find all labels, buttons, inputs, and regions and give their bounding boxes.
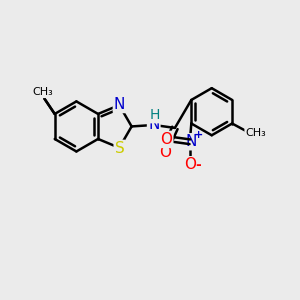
Text: CH₃: CH₃ <box>245 128 266 138</box>
Text: O: O <box>160 132 172 147</box>
Text: H: H <box>150 108 160 122</box>
Text: N: N <box>186 134 197 149</box>
Text: S: S <box>115 141 124 156</box>
Text: -: - <box>195 158 201 172</box>
Text: +: + <box>194 130 203 140</box>
Text: CH₃: CH₃ <box>33 87 53 97</box>
Text: O: O <box>159 145 171 160</box>
Text: N: N <box>114 97 125 112</box>
Text: CH₃: CH₃ <box>33 87 53 97</box>
Text: O: O <box>184 157 196 172</box>
Text: N: N <box>148 118 159 133</box>
